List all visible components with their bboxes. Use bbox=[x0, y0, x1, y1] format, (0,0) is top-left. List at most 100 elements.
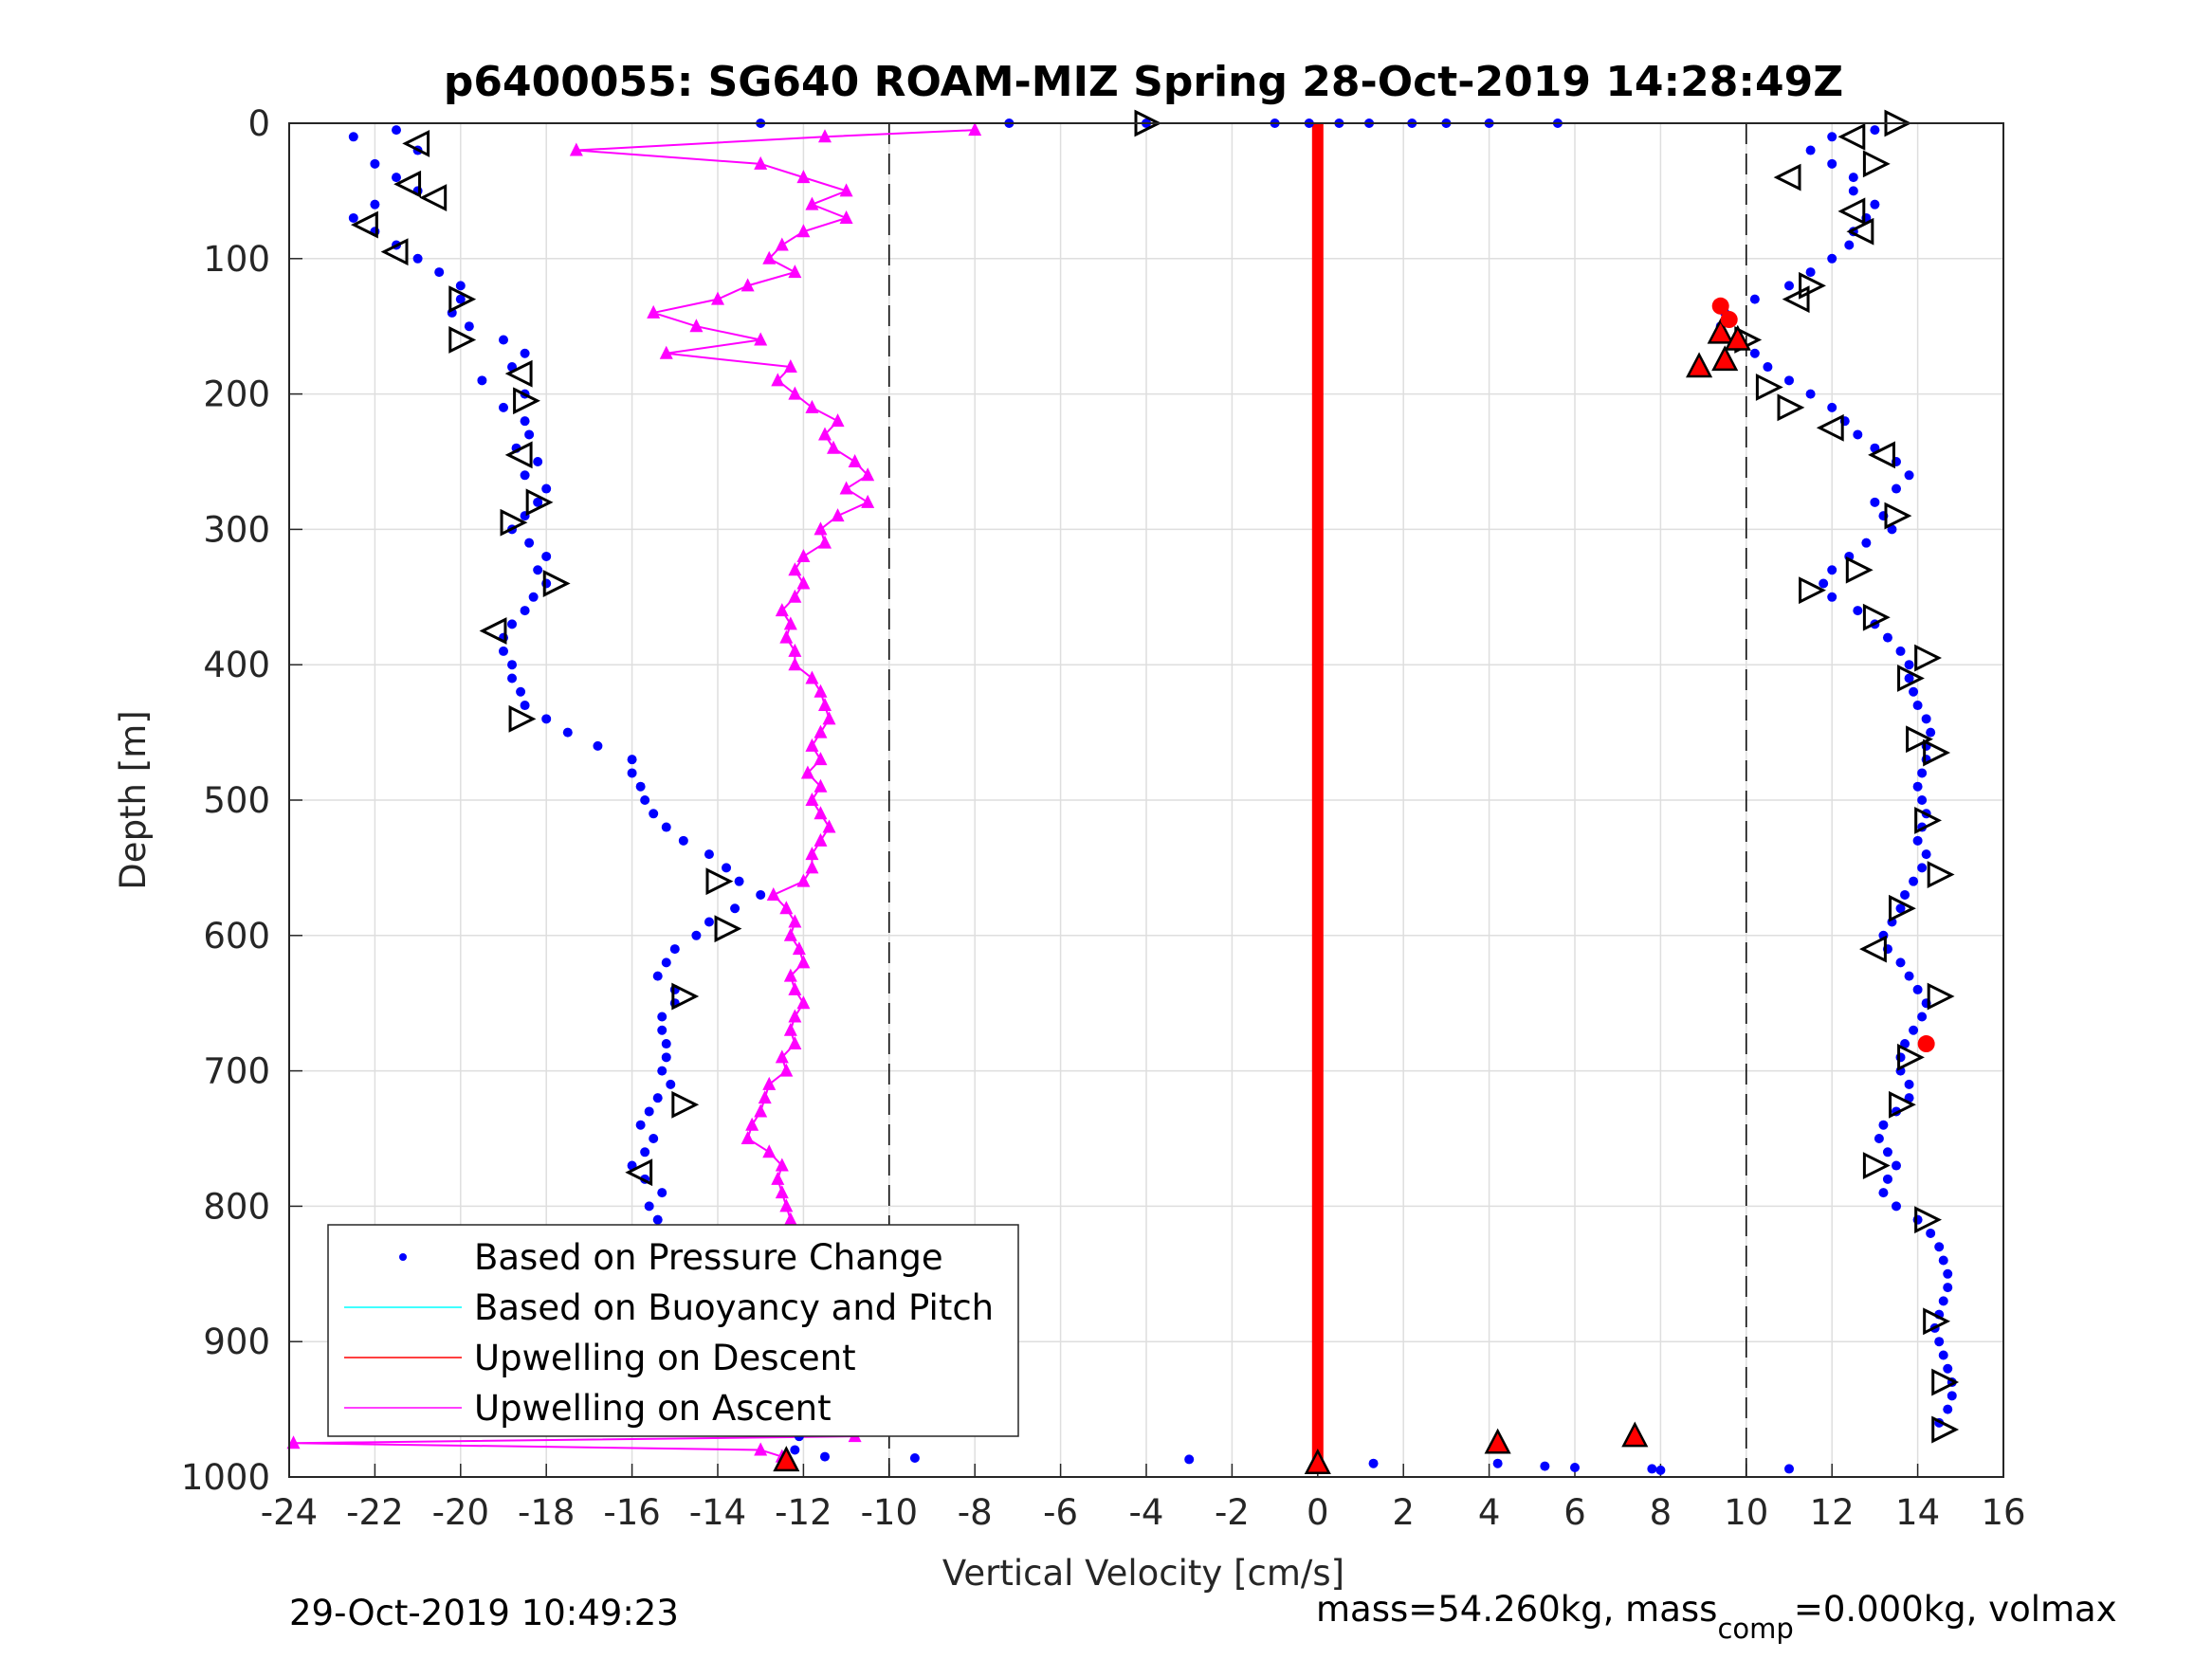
pressure-change-point bbox=[1912, 835, 1923, 846]
y-tick-label: 200 bbox=[203, 374, 270, 415]
ascent-upwelling-point bbox=[788, 1036, 802, 1050]
pressure-change-point bbox=[640, 1147, 650, 1158]
pressure-change-point bbox=[1909, 686, 1919, 697]
pressure-change-point bbox=[1909, 1025, 1919, 1035]
x-tick-label: -16 bbox=[603, 1492, 660, 1533]
pressure-change-point bbox=[1784, 281, 1794, 291]
pressure-change-point bbox=[524, 538, 535, 548]
pressure-change-point bbox=[734, 876, 744, 886]
turn-marker-triangle-right bbox=[1862, 150, 1891, 178]
pressure-change-point bbox=[644, 1201, 654, 1212]
turn-marker-triangle-right bbox=[705, 867, 734, 896]
pressure-change-point bbox=[657, 1025, 667, 1035]
legend-label: Based on Buoyancy and Pitch bbox=[474, 1287, 994, 1328]
ascent-upwelling-point bbox=[766, 886, 780, 901]
y-tick-label: 500 bbox=[203, 780, 270, 821]
ascent-upwelling-point bbox=[818, 535, 832, 549]
pressure-change-point bbox=[1895, 1052, 1906, 1063]
ascent-upwelling-point bbox=[775, 603, 789, 617]
pressure-change-point bbox=[520, 470, 530, 481]
x-tick-labels: -24 -22 -20 -18 -16 -14 -12 -10 -8 -6 -4 -2 0 2 4 6 8 10 1… bbox=[261, 1492, 2026, 1533]
pressure-change-point bbox=[1805, 267, 1816, 278]
pressure-change-point bbox=[1853, 606, 1863, 616]
pressure-change-point bbox=[1827, 592, 1837, 602]
pressure-change-point bbox=[520, 348, 530, 358]
pressure-change-point bbox=[1904, 971, 1914, 981]
ascent-upwelling-point bbox=[796, 995, 811, 1010]
ascent-upwelling-point bbox=[796, 224, 811, 238]
pressure-change-point bbox=[541, 551, 552, 561]
y-tick-label: 300 bbox=[203, 509, 270, 550]
pressure-change-point bbox=[1934, 1337, 1945, 1347]
pressure-change-point bbox=[909, 1453, 920, 1464]
pressure-change-point bbox=[541, 578, 552, 589]
x-tick-label: -14 bbox=[689, 1492, 746, 1533]
y-tick-label: 1000 bbox=[181, 1457, 270, 1498]
ascent-upwelling-point bbox=[779, 901, 794, 915]
pressure-change-point bbox=[1926, 727, 1936, 738]
turn-marker-triangle-left bbox=[393, 170, 422, 198]
legend: Based on Pressure Change Based on Buoyanc… bbox=[327, 1224, 1019, 1437]
ascent-upwelling-point bbox=[783, 1212, 797, 1226]
turn-marker-triangle-right bbox=[448, 326, 477, 354]
pressure-change-point bbox=[1912, 1214, 1923, 1225]
ascent-upwelling-point bbox=[796, 548, 811, 562]
pressure-change-point bbox=[1895, 957, 1906, 968]
ascent-upwelling-point bbox=[814, 806, 828, 820]
x-tick-label: -8 bbox=[958, 1492, 993, 1533]
ascent-upwelling-point bbox=[848, 454, 862, 467]
pressure-change-point bbox=[1892, 483, 1901, 494]
ascent-upwelling-point bbox=[783, 616, 797, 630]
ascent-upwelling-point bbox=[740, 278, 755, 292]
turn-marker-triangle-right bbox=[508, 704, 537, 733]
turn-marker-triangle-right bbox=[542, 570, 571, 597]
turn-marker-triangle-right bbox=[1897, 665, 1925, 692]
pressure-change-point bbox=[562, 727, 573, 738]
legend-label: Upwelling on Ascent bbox=[474, 1388, 832, 1429]
pressure-change-point bbox=[1912, 701, 1923, 711]
ascent-upwelling-point bbox=[771, 373, 785, 387]
pressure-change-point bbox=[1853, 429, 1863, 440]
ascent-upwelling-point bbox=[569, 142, 583, 156]
ascent-upwelling-point bbox=[775, 1185, 789, 1199]
turn-marker-triangle-right bbox=[525, 488, 554, 517]
pressure-change-point bbox=[661, 822, 671, 832]
ascent-upwelling-point bbox=[788, 914, 802, 928]
y-tick-label: 800 bbox=[203, 1186, 270, 1227]
pressure-change-point bbox=[1870, 199, 1880, 210]
turn-marker-triangle-left bbox=[380, 238, 409, 266]
pressure-change-point bbox=[1749, 348, 1760, 358]
pressure-change-point bbox=[756, 889, 766, 900]
pressure-change-point bbox=[1848, 186, 1858, 196]
turn-marker-triangle-left bbox=[351, 210, 378, 239]
red-dot-marker bbox=[1720, 311, 1738, 329]
pressure-change-point bbox=[370, 199, 380, 210]
pressure-change-point bbox=[661, 1039, 671, 1049]
pressure-change-point bbox=[666, 1079, 676, 1089]
pressure-change-point bbox=[1827, 253, 1837, 264]
pressure-change-point bbox=[1926, 1228, 1936, 1238]
ascent-upwelling-point bbox=[783, 359, 797, 374]
ascent-upwelling-point bbox=[783, 1022, 797, 1036]
ascent-upwelling-point bbox=[775, 237, 789, 251]
pressure-change-point bbox=[1892, 1160, 1901, 1171]
data-series bbox=[286, 118, 1957, 1475]
pressure-change-point bbox=[541, 483, 552, 494]
ascent-upwelling-point bbox=[779, 1198, 794, 1212]
red-dot-marker bbox=[1917, 1035, 1935, 1053]
turn-marker-triangle-left bbox=[419, 184, 448, 211]
pressure-change-point bbox=[1943, 1283, 1953, 1293]
x-tick-label: -18 bbox=[518, 1492, 575, 1533]
pressure-change-point bbox=[1938, 1350, 1948, 1360]
turn-marker-triangle-right bbox=[1923, 738, 1951, 767]
ascent-upwelling-point bbox=[814, 684, 828, 698]
ascent-upwelling-point bbox=[839, 210, 853, 224]
ascent-upwelling-point bbox=[788, 386, 802, 400]
ascent-upwelling-point bbox=[711, 291, 724, 305]
ascent-upwelling-point bbox=[805, 670, 819, 684]
ascent-upwelling-point bbox=[689, 319, 704, 333]
ascent-upwelling-point bbox=[814, 724, 828, 738]
pressure-change-point bbox=[1912, 781, 1923, 792]
x-tick-label: -10 bbox=[861, 1492, 918, 1533]
pressure-change-point bbox=[1540, 1461, 1550, 1471]
